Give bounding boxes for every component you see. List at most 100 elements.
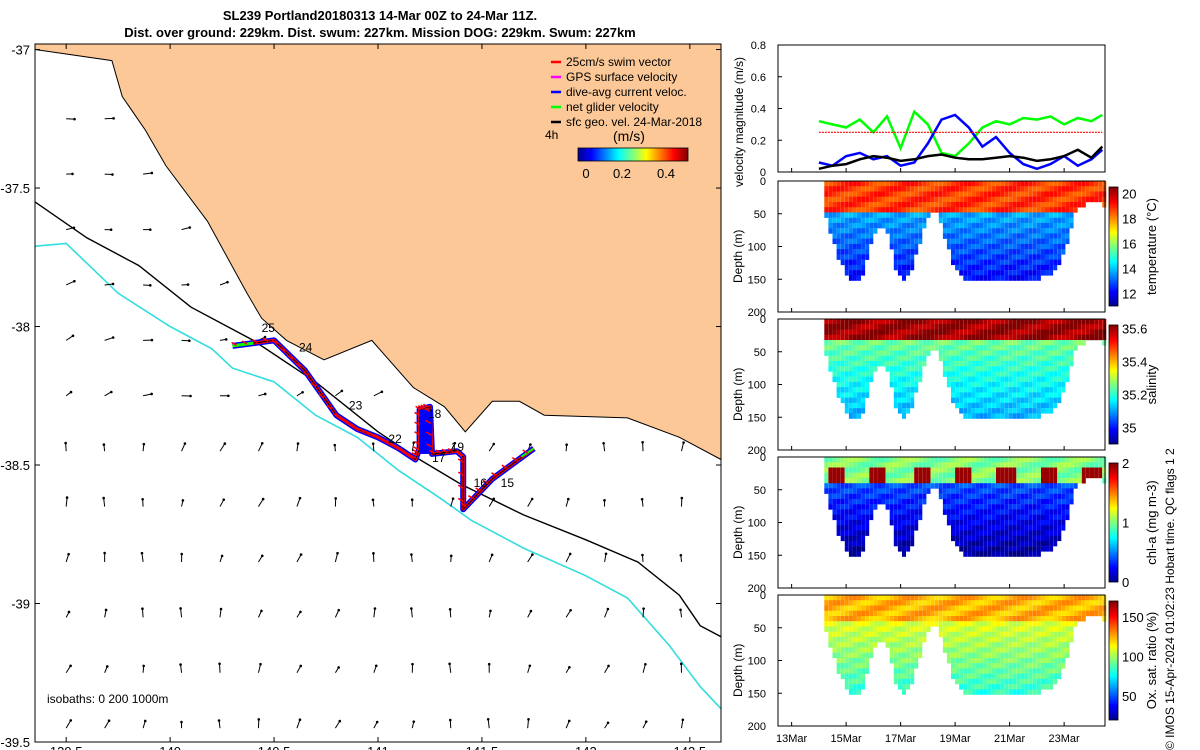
section-cell	[1012, 186, 1017, 192]
section-cell	[1028, 181, 1033, 187]
velocity-arrowhead	[150, 392, 153, 396]
section-cell	[852, 689, 857, 695]
section-cell	[910, 642, 915, 648]
section-cell	[1004, 483, 1009, 489]
section-cell	[861, 217, 866, 224]
section-cell	[910, 595, 915, 601]
track-label: 22	[388, 432, 402, 446]
section-cell	[1045, 345, 1049, 351]
section-cell	[996, 636, 1000, 643]
section-cell	[1057, 621, 1062, 627]
section-cell	[865, 324, 870, 330]
section-cell	[906, 631, 911, 638]
section-cell	[1073, 605, 1078, 611]
section-cell	[1069, 319, 1074, 325]
section-cell	[828, 355, 833, 362]
section-cell	[955, 525, 960, 531]
section-cell	[1069, 610, 1074, 617]
section-cell	[987, 340, 992, 346]
section-cell	[1012, 621, 1017, 627]
section-cell	[1081, 605, 1086, 611]
section-cell	[991, 392, 996, 398]
section-cell	[979, 657, 984, 664]
section-cell	[889, 605, 894, 611]
section-cell	[877, 600, 882, 606]
section-cell	[1000, 488, 1005, 494]
section-cell	[910, 626, 915, 632]
section-colorbar	[1108, 324, 1119, 445]
section-cell	[1053, 402, 1058, 409]
section-cell	[942, 345, 947, 351]
section-cell	[951, 329, 955, 335]
section-cell	[926, 605, 931, 611]
section-cell	[1016, 540, 1021, 547]
section-cell	[1032, 509, 1037, 515]
section-cell	[1000, 642, 1005, 648]
section-cell	[1041, 652, 1045, 659]
section-cell	[836, 243, 841, 250]
velocity-arrowhead	[257, 718, 261, 721]
section-cell	[873, 472, 878, 479]
section-cell	[1032, 387, 1037, 393]
section-cell	[865, 319, 870, 325]
section-cell	[934, 334, 939, 341]
section-cell	[828, 457, 833, 463]
section-cell	[946, 652, 951, 659]
section-cell	[967, 186, 972, 192]
section-cell	[1053, 525, 1058, 531]
section-cell	[1069, 478, 1074, 484]
section-cell	[902, 689, 906, 695]
section-cell	[979, 355, 984, 362]
section-cell	[967, 673, 972, 680]
section-cell	[1041, 462, 1045, 468]
section-cell	[1045, 472, 1049, 479]
section-cell	[840, 334, 845, 341]
section-cell	[1000, 652, 1005, 659]
velocity-arrowhead	[64, 441, 67, 445]
section-cell	[979, 376, 984, 383]
section-cell	[942, 233, 947, 239]
section-cell	[1020, 610, 1025, 617]
section-cell	[844, 472, 849, 479]
section-cell	[922, 222, 927, 229]
section-cell	[1000, 350, 1005, 356]
section-cell	[1045, 402, 1049, 409]
velocity-arrow	[258, 443, 263, 452]
section-cell	[881, 498, 886, 505]
velocity-arrowhead	[111, 336, 115, 339]
section-cell	[848, 319, 853, 325]
velocity-arrow	[604, 665, 609, 674]
section-cell	[967, 408, 972, 414]
section-cell	[869, 228, 874, 234]
section-cell	[991, 350, 996, 356]
section-cell	[889, 616, 894, 622]
section-cell	[852, 402, 857, 409]
section-cell	[910, 478, 915, 484]
section-cell	[844, 243, 849, 250]
section-cell	[893, 636, 898, 643]
section-cell	[1024, 376, 1029, 383]
section-cell	[1004, 642, 1009, 648]
section-cell	[873, 222, 878, 229]
section-cell	[889, 488, 894, 494]
section-cell	[1020, 270, 1025, 276]
colorbar-tick-label: 14	[1122, 261, 1136, 276]
section-cell	[840, 467, 845, 473]
section-cell	[897, 392, 902, 398]
section-cell	[1004, 360, 1009, 367]
section-cell	[1085, 181, 1090, 187]
section-cell	[914, 636, 919, 643]
section-cell	[852, 605, 857, 611]
section-cell	[840, 238, 845, 245]
section-cell	[967, 647, 972, 653]
section-cell	[840, 626, 845, 632]
section-cell	[873, 217, 878, 224]
section-cell	[1065, 605, 1070, 611]
section-cell	[889, 509, 894, 515]
section-cell	[910, 397, 915, 404]
section-cell	[910, 616, 915, 622]
section-cell	[906, 259, 911, 266]
section-cell	[1004, 233, 1009, 239]
section-cell	[889, 371, 894, 377]
section-cell	[975, 329, 980, 335]
